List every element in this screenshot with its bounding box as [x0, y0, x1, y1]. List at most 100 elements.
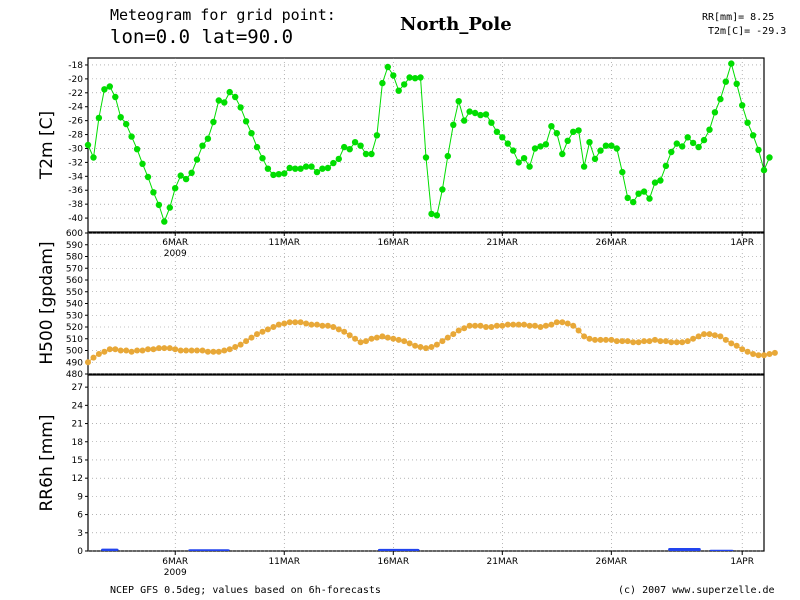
data-point-t2m: [744, 119, 751, 126]
ytick-label-h500: 540: [66, 300, 83, 310]
data-point-h500: [390, 335, 397, 342]
data-point-t2m: [237, 104, 244, 111]
data-point-t2m: [635, 190, 642, 197]
data-point-t2m: [766, 154, 773, 161]
data-point-t2m: [188, 169, 195, 176]
precip-bar: [378, 548, 420, 551]
data-point-t2m: [417, 74, 424, 81]
data-point-t2m: [341, 143, 348, 151]
data-point-h500: [722, 336, 729, 343]
data-point-h500: [477, 322, 484, 329]
data-point-h500: [646, 338, 653, 345]
data-point-h500: [204, 348, 211, 355]
data-point-t2m: [461, 117, 468, 124]
data-point-t2m: [259, 155, 266, 162]
data-point-h500: [635, 339, 642, 346]
xtick-label-top: 6MAR: [162, 238, 188, 248]
data-point-h500: [526, 322, 533, 329]
ytick-label-rr: 3: [77, 529, 83, 539]
data-point-h500: [504, 321, 511, 328]
data-point-h500: [128, 348, 135, 355]
data-point-h500: [254, 331, 260, 338]
data-point-t2m: [531, 145, 539, 152]
data-point-t2m: [112, 93, 119, 101]
data-point-t2m: [668, 148, 675, 156]
data-point-h500: [602, 336, 609, 343]
footer-source: NCEP GFS 0.5deg; values based on 6h-fore…: [110, 585, 381, 596]
xtick-year-bottom: 2009: [164, 568, 187, 578]
data-point-h500: [575, 327, 582, 334]
data-point-t2m: [101, 86, 108, 93]
data-point-h500: [145, 346, 151, 353]
data-point-h500: [559, 319, 566, 326]
data-point-h500: [226, 346, 233, 353]
data-point-h500: [237, 341, 244, 348]
data-point-t2m: [150, 189, 157, 196]
data-point-t2m: [117, 114, 124, 121]
data-point-h500: [259, 328, 266, 335]
data-point-h500: [183, 347, 190, 354]
ytick-label-rr: 0: [77, 547, 83, 557]
data-point-h500: [95, 351, 102, 357]
data-point-t2m: [253, 143, 261, 151]
data-point-t2m: [537, 143, 544, 150]
data-point-t2m: [422, 154, 430, 161]
data-point-t2m: [133, 146, 141, 153]
data-point-h500: [613, 338, 620, 345]
data-point-h500: [679, 339, 686, 346]
xtick-label-top: 11MAR: [268, 238, 300, 248]
data-point-h500: [155, 345, 162, 352]
data-point-h500: [401, 338, 408, 345]
data-point-h500: [766, 351, 773, 357]
data-point-t2m: [760, 166, 768, 174]
data-point-h500: [728, 340, 735, 347]
data-point-h500: [701, 331, 707, 338]
data-point-h500: [706, 331, 713, 338]
data-point-t2m: [657, 177, 664, 184]
data-point-h500: [363, 338, 369, 345]
data-point-h500: [292, 319, 299, 326]
precip-bar: [709, 549, 734, 551]
precip-bar: [101, 548, 119, 551]
data-point-t2m: [221, 99, 228, 106]
ytick-label-h500: 590: [66, 241, 83, 251]
data-point-t2m: [248, 130, 255, 137]
footer-copyright: (c) 2007 www.superzelle.de: [618, 585, 775, 596]
data-point-h500: [275, 321, 282, 328]
data-point-t2m: [662, 162, 670, 170]
data-point-h500: [303, 320, 310, 327]
data-point-t2m: [575, 127, 582, 134]
data-point-h500: [684, 338, 691, 345]
data-point-h500: [319, 322, 326, 329]
data-point-t2m: [679, 143, 686, 150]
data-point-t2m: [330, 159, 337, 167]
data-point-h500: [597, 336, 604, 343]
data-point-h500: [324, 322, 331, 329]
data-point-h500: [166, 345, 173, 352]
ytick-label-t2m: -40: [68, 214, 83, 224]
data-point-h500: [428, 344, 435, 350]
xtick-year-top: 2009: [164, 249, 187, 259]
data-point-h500: [406, 340, 413, 347]
data-point-h500: [423, 345, 429, 352]
data-point-t2m: [608, 142, 615, 149]
data-point-t2m: [695, 143, 702, 151]
data-point-t2m: [510, 147, 517, 154]
precip-bar: [188, 549, 230, 551]
xtick-label-bottom: 16MAR: [377, 557, 409, 567]
data-point-h500: [455, 327, 462, 334]
data-point-t2m: [351, 139, 359, 146]
data-point-t2m: [161, 218, 168, 225]
data-point-t2m: [319, 165, 326, 172]
data-point-h500: [744, 348, 751, 355]
xtick-label-bottom: 6MAR: [162, 557, 188, 567]
data-point-h500: [248, 334, 255, 341]
data-point-t2m: [177, 172, 184, 179]
data-point-t2m: [580, 163, 588, 170]
data-point-t2m: [232, 93, 239, 101]
panel-frame-rr: [87, 374, 765, 552]
data-point-t2m: [362, 150, 370, 158]
data-point-t2m: [292, 165, 299, 172]
data-point-t2m: [155, 201, 163, 209]
data-point-h500: [657, 338, 664, 345]
